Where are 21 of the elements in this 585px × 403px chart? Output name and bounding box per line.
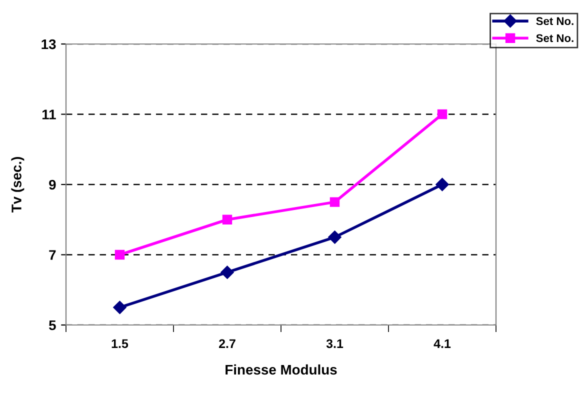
y-tick-label: 11 — [42, 110, 56, 120]
y-tick-label: 9 — [49, 180, 56, 190]
point — [328, 230, 342, 244]
x-tick-label: 4.1 — [434, 339, 451, 348]
point — [437, 109, 448, 120]
point — [222, 214, 232, 224]
point — [113, 300, 126, 314]
point — [114, 250, 125, 260]
point — [436, 178, 449, 192]
y-tick-label: 7 — [49, 250, 56, 260]
x-tick-label: 2.7 — [218, 339, 236, 348]
legend-label: Set No. — [536, 17, 574, 26]
y-tick-label: 13 — [42, 39, 56, 50]
legend-label: Set No. — [536, 34, 574, 42]
point — [220, 266, 234, 279]
point — [330, 197, 340, 207]
x-tick-label: 1.5 — [112, 339, 128, 348]
y-tick-label: 5 — [48, 320, 56, 330]
x-tick-label: 3.1 — [326, 339, 344, 348]
y-axis-title: Tv (sec.) — [11, 157, 24, 213]
x-axis-title: Finesse Modulus — [226, 364, 337, 375]
